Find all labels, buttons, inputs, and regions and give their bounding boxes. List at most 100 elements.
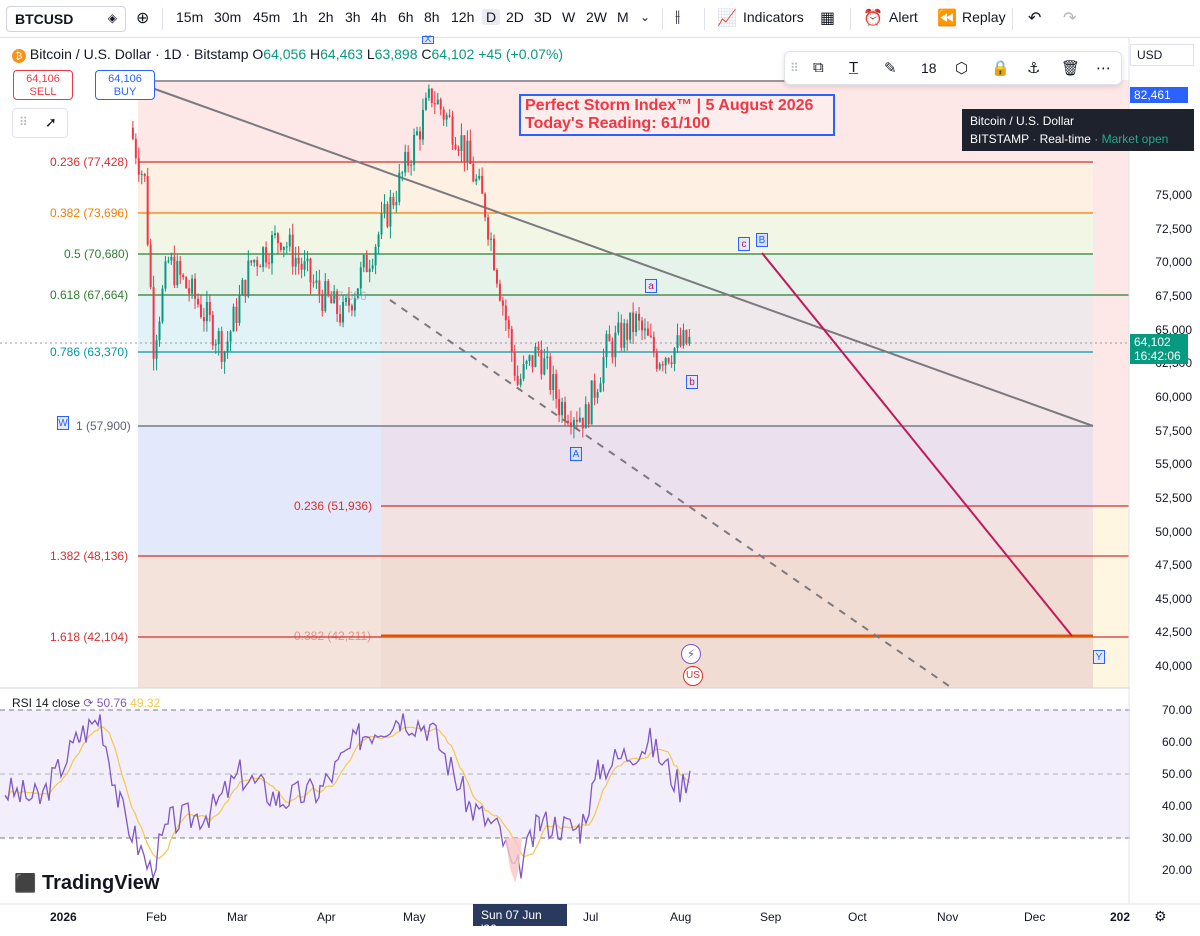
wave-label-x[interactable]: X [422, 35, 434, 45]
more-options-icon[interactable]: ⋯ [1096, 60, 1111, 77]
candle-body [608, 334, 611, 342]
candle-body [567, 420, 569, 423]
candle-body [279, 242, 282, 250]
fib-zone-top [138, 80, 1093, 162]
candle-body [173, 256, 176, 286]
interval-dropdown-icon[interactable]: ⌄ [640, 10, 651, 24]
symbol-search[interactable]: BTCUSD ◈ [6, 6, 126, 32]
layouts-icon[interactable]: ▦ [820, 10, 836, 27]
indicators-button[interactable]: Indicators [743, 9, 804, 25]
perfect-storm-annotation[interactable]: Perfect Storm Index™ | 5 August 2026 Tod… [519, 94, 835, 136]
interval-30m[interactable]: 30m [214, 9, 242, 25]
rsi-ma-value: 49.32 [130, 696, 161, 710]
drag-handle-icon[interactable]: ⠿ [19, 115, 28, 129]
compare-add-icon[interactable]: ⊕ [136, 10, 150, 27]
trash-icon[interactable]: 🗑 [1061, 60, 1081, 77]
drag-handle-icon[interactable]: ⠿ [790, 61, 799, 75]
candle-body [614, 332, 617, 358]
chart-settings-icon[interactable]: ⚙ [1154, 908, 1167, 924]
interval-15m[interactable]: 15m [176, 9, 204, 25]
fib-label-382: 0.382 (73,696) [50, 206, 129, 220]
template-icon[interactable]: ⧉ [813, 59, 824, 76]
interval-2d[interactable]: 2D [506, 9, 524, 25]
overlay-zone [381, 296, 1093, 426]
interval-m[interactable]: M [617, 9, 629, 25]
candle-body [134, 138, 137, 159]
wave-label-w[interactable]: W [57, 416, 69, 430]
candle-body [300, 263, 303, 270]
candle-body [451, 116, 454, 145]
alert-icon[interactable]: ⏰ [863, 10, 883, 27]
buy-button[interactable]: 64,106 BUY [95, 70, 155, 100]
top-price-tag: 82,461 [1130, 87, 1188, 103]
interval-2h[interactable]: 2h [318, 9, 334, 25]
wave-label-y[interactable]: Y [1093, 650, 1105, 664]
wave-label-c-lower[interactable]: c [738, 237, 750, 251]
price-tick-label: 70,000 [1155, 255, 1192, 270]
projection-line[interactable] [761, 252, 1073, 637]
legend-open: 64,056 [263, 46, 307, 62]
undo-icon[interactable]: ↶ [1028, 10, 1042, 27]
interval-6h[interactable]: 6h [398, 9, 414, 25]
chart-type-candles-icon[interactable]: ⫲ [675, 8, 681, 25]
alert-button[interactable]: Alert [889, 9, 918, 25]
interval-w[interactable]: W [562, 9, 576, 25]
candle-body [312, 282, 315, 284]
candle-body [605, 334, 608, 358]
candle-body [374, 246, 377, 266]
lock-icon[interactable]: 🔒 [991, 60, 1010, 77]
wave-label-a-lower[interactable]: a [645, 279, 657, 293]
redo-icon[interactable]: ↷ [1063, 10, 1077, 27]
dashed-channel-line[interactable] [389, 299, 953, 689]
anchor-icon[interactable]: ⚓ [1027, 60, 1041, 77]
cursor-icon[interactable]: ➚ [45, 114, 57, 130]
candle-body [146, 176, 149, 245]
candle-body [481, 175, 484, 194]
time-label-oct: Oct [848, 910, 867, 924]
interval-45m[interactable]: 45m [253, 9, 281, 25]
legend-c-label: C [421, 46, 432, 62]
rsi-refresh-icon[interactable]: ⟳ [83, 696, 94, 710]
symbol-options-icon[interactable]: ◈ [107, 11, 117, 25]
fill-color-icon[interactable]: ✎ [884, 60, 897, 77]
interval-3d[interactable]: 3D [534, 9, 552, 25]
replay-icon[interactable]: ⏪ [937, 10, 957, 27]
descending-trendline[interactable] [151, 87, 1094, 427]
sell-button[interactable]: 64,106 SELL [13, 70, 73, 100]
font-size-value[interactable]: 18 [921, 60, 937, 76]
text-color-icon[interactable]: T [849, 59, 859, 76]
indicators-icon[interactable]: 📈 [717, 10, 737, 27]
interval-2w[interactable]: 2W [586, 9, 607, 25]
us-economic-event-icon[interactable]: US [683, 666, 703, 686]
interval-8h[interactable]: 8h [424, 9, 440, 25]
crosshair-date-label: Sun 07 Jun '26 [473, 904, 567, 936]
wave-label-b-lower[interactable]: b [686, 375, 698, 389]
interval-1h[interactable]: 1h [292, 9, 308, 25]
currency-selector[interactable]: USD [1130, 44, 1194, 66]
candle-body [531, 355, 534, 367]
settings-icon[interactable]: ⬡ [955, 60, 969, 77]
replay-button[interactable]: Replay [962, 9, 1006, 25]
candle-body [537, 346, 540, 350]
wave-label-b-upper[interactable]: B [756, 233, 768, 247]
candle-body [623, 323, 626, 348]
candle-body [220, 331, 223, 362]
interval-12h[interactable]: 12h [451, 9, 475, 25]
fib-label-786: 0.786 (63,370) [50, 345, 129, 359]
interval-d[interactable]: D [482, 9, 501, 25]
price-tick-label: 50,000 [1155, 524, 1192, 539]
interval-3h[interactable]: 3h [345, 9, 361, 25]
candle-body [620, 322, 623, 348]
candle-body [424, 97, 427, 110]
time-label-jul: Jul [583, 910, 599, 924]
earnings-event-icon[interactable]: ⚡ [681, 644, 701, 664]
candle-body [528, 355, 531, 362]
time-label-sep: Sep [760, 910, 782, 924]
price-tick-label: 60,000 [1155, 389, 1192, 404]
interval-4h[interactable]: 4h [371, 9, 387, 25]
tradingview-logo[interactable]: ⬛ TradingView [14, 872, 159, 895]
candle-body [143, 173, 146, 177]
chart-area[interactable]: ₿ Bitcoin / U.S. Dollar · 1D · Bitstamp … [0, 35, 1200, 936]
wave-label-a-upper[interactable]: A [570, 447, 582, 461]
candle-body [407, 151, 410, 166]
